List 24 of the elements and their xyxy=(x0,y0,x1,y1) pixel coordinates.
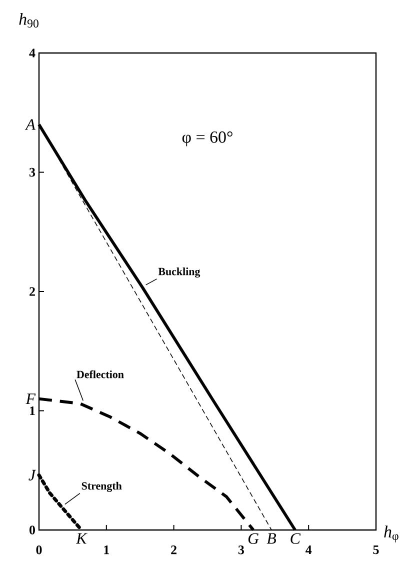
text: Deflection xyxy=(76,370,124,378)
y-tick-label: 0 xyxy=(30,526,35,534)
annotation: A xyxy=(24,119,36,130)
y-tick-label: 1 xyxy=(30,406,35,416)
x-tick-label: 3 xyxy=(238,546,244,554)
y-tick-label: 2 xyxy=(30,287,35,296)
x-tick-label: 0 xyxy=(36,546,42,554)
annotation: G xyxy=(248,533,259,544)
series-label: Buckling xyxy=(158,268,200,278)
annotation: B xyxy=(266,533,276,544)
text: Strength xyxy=(82,482,122,492)
y-axis-title: h$_{90}$ xyxy=(19,13,38,28)
x-axis-title: h$_{φ}$ xyxy=(384,526,398,542)
annotation: K xyxy=(76,533,88,544)
y-tick-label: 3 xyxy=(29,168,36,177)
annotation: F xyxy=(26,394,36,404)
annotation: J xyxy=(28,470,36,480)
annotation: C xyxy=(290,533,301,544)
x-tick-label: 4 xyxy=(306,546,312,554)
x-tick-label: 1 xyxy=(104,546,109,554)
y-tick-label: 4 xyxy=(29,48,36,58)
x-tick-label: 2 xyxy=(171,546,176,554)
annotation: φ = 60° xyxy=(182,131,232,146)
x-tick-label: 5 xyxy=(373,546,379,554)
